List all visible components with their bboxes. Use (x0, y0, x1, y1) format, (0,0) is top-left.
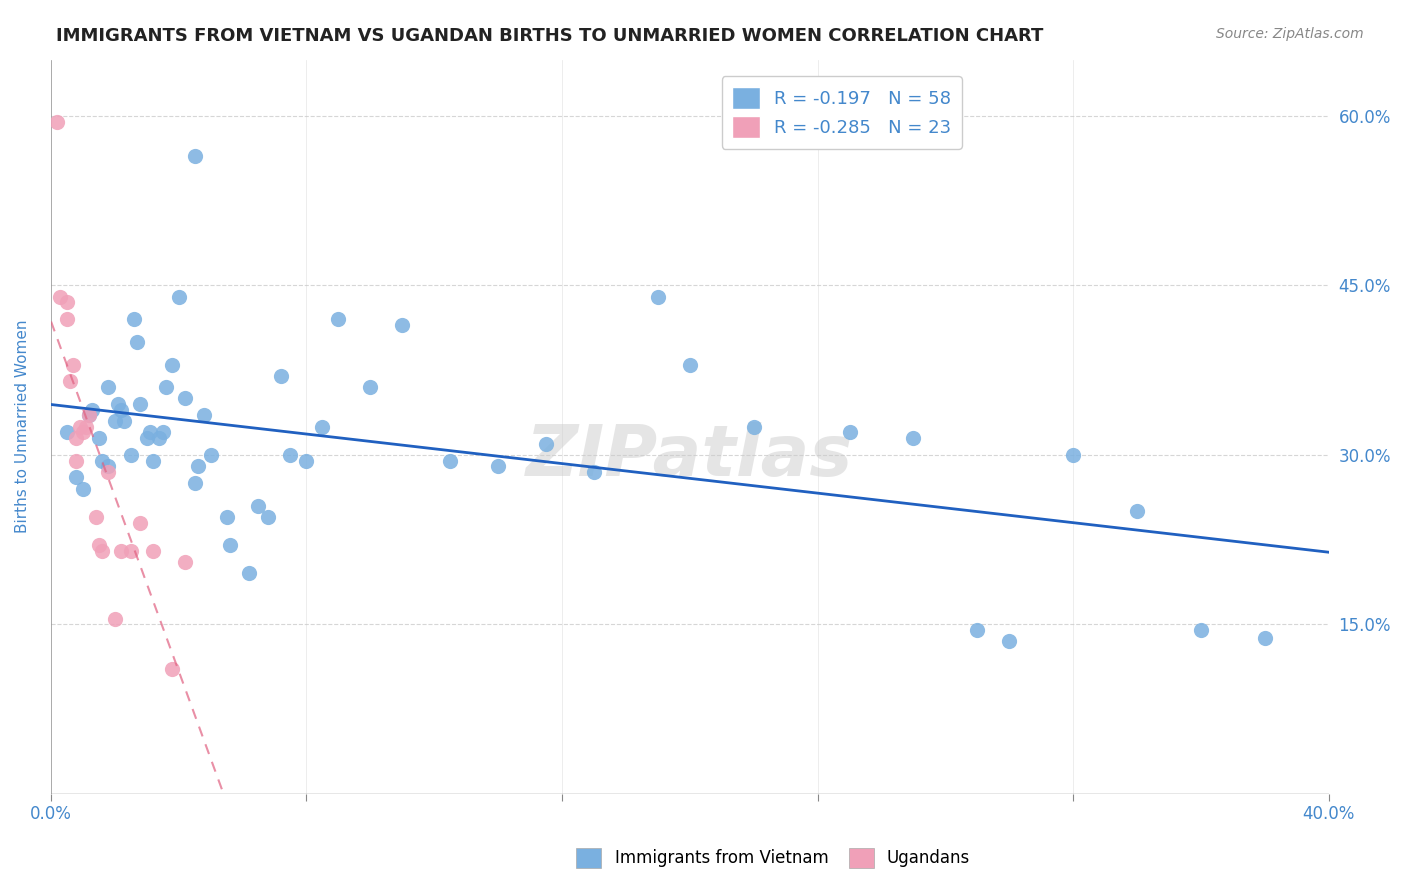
Point (966, 623, 988, 637)
Point (69, 419, 91, 434)
Point (65, 470, 87, 484)
Point (534, 436, 557, 450)
Point (155, 380, 177, 394)
Point (129, 516, 152, 530)
Point (91, 453, 114, 467)
Point (127, 334, 149, 349)
Point (82, 402, 104, 417)
Point (56, 312, 79, 326)
Point (439, 453, 461, 467)
Point (311, 419, 333, 434)
Point (174, 392, 197, 406)
Point (295, 453, 318, 467)
Point (65, 453, 87, 467)
Point (152, 425, 174, 440)
Point (187, 459, 209, 474)
Point (107, 397, 129, 411)
Point (120, 448, 142, 462)
Point (139, 425, 162, 440)
Point (122, 312, 145, 326)
Point (104, 612, 127, 626)
Point (148, 431, 170, 445)
Point (193, 409, 215, 423)
Point (142, 544, 165, 558)
Point (97, 380, 120, 394)
Point (62, 358, 84, 372)
Point (59, 375, 82, 389)
Point (56, 425, 79, 440)
Point (77, 409, 100, 423)
Point (174, 555, 197, 569)
Point (72, 482, 94, 496)
Point (72, 425, 94, 440)
Legend: R = -0.197   N = 58, R = -0.285   N = 23: R = -0.197 N = 58, R = -0.285 N = 23 (721, 76, 962, 149)
Point (679, 358, 702, 372)
Point (97, 459, 120, 474)
Point (104, 414, 127, 428)
Point (110, 544, 132, 558)
Point (328, 312, 350, 326)
Point (218, 538, 240, 552)
Point (84, 510, 107, 524)
Point (838, 425, 860, 440)
Point (742, 419, 765, 434)
Point (1189, 623, 1212, 637)
Point (998, 634, 1021, 648)
Point (97, 465, 120, 479)
Legend: Immigrants from Vietnam, Ugandans: Immigrants from Vietnam, Ugandans (569, 841, 977, 875)
Point (120, 544, 142, 558)
Point (486, 459, 509, 474)
Point (49, 290, 72, 304)
Point (582, 465, 605, 479)
Point (200, 448, 222, 462)
Point (183, 476, 205, 491)
Point (162, 663, 184, 677)
Text: IMMIGRANTS FROM VIETNAM VS UGANDAN BIRTHS TO UNMARRIED WOMEN CORRELATION CHART: IMMIGRANTS FROM VIETNAM VS UGANDAN BIRTH… (56, 27, 1043, 45)
Point (247, 499, 270, 513)
Point (46, 114, 69, 128)
Point (183, 148, 205, 162)
Point (110, 402, 132, 417)
Point (238, 566, 260, 581)
Point (56, 295, 79, 310)
Point (142, 453, 165, 467)
Text: ZIPatlas: ZIPatlas (526, 422, 853, 491)
Point (91, 544, 114, 558)
Point (1062, 448, 1084, 462)
Point (391, 318, 413, 332)
Point (75, 419, 97, 434)
Point (77, 409, 100, 423)
Point (215, 510, 238, 524)
Y-axis label: Births to Unmarried Women: Births to Unmarried Women (15, 320, 30, 533)
Point (270, 368, 292, 383)
Point (87, 538, 110, 552)
Point (1254, 631, 1277, 645)
Point (162, 358, 184, 372)
Point (135, 431, 157, 445)
Point (1126, 504, 1149, 518)
Point (129, 397, 152, 411)
Point (903, 431, 925, 445)
Point (647, 290, 669, 304)
Text: Source: ZipAtlas.com: Source: ZipAtlas.com (1216, 27, 1364, 41)
Point (257, 510, 280, 524)
Point (112, 414, 135, 428)
Point (280, 448, 302, 462)
Point (65, 431, 87, 445)
Point (359, 380, 381, 394)
Point (87, 431, 110, 445)
Point (167, 290, 190, 304)
